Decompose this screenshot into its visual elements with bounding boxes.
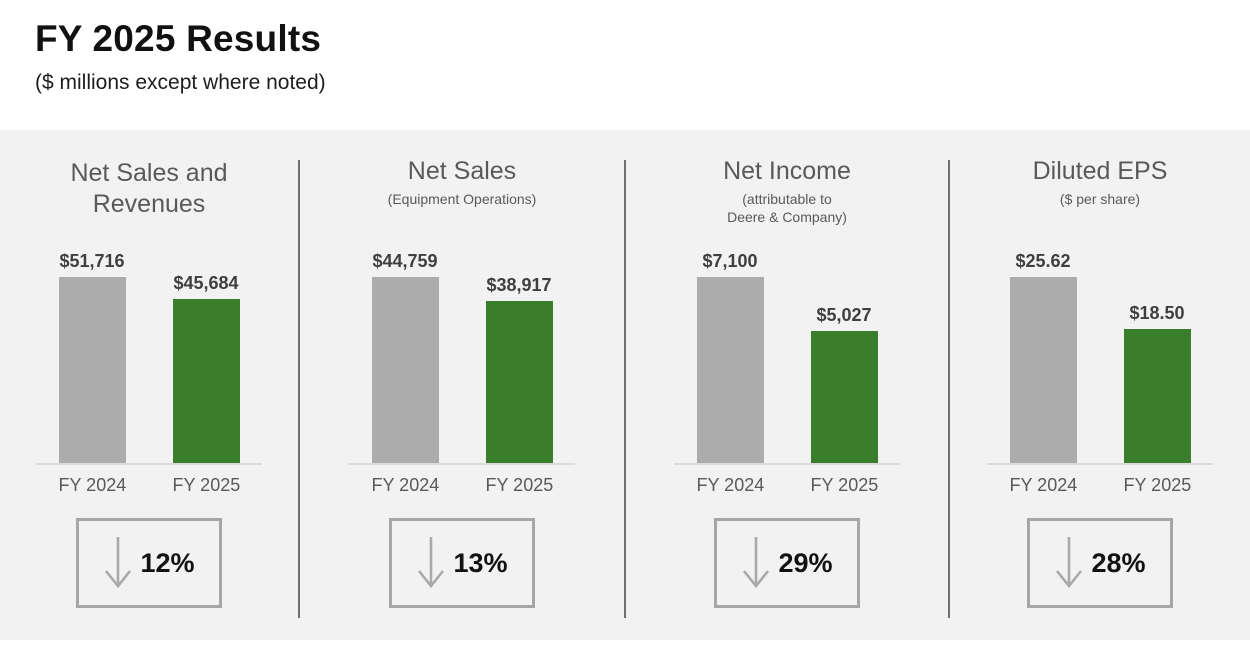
bar-value-label: $51,716 [59, 251, 125, 271]
bar-group-fy2025: $5,027 [810, 305, 878, 463]
panel-title: Diluted EPS [1032, 157, 1168, 185]
bar-group-fy2024: $25.62 [1009, 251, 1077, 463]
bar-value-label: $44,759 [372, 251, 438, 271]
x-axis-label-fy2025: FY 2025 [810, 475, 879, 495]
panel-divider [298, 160, 300, 618]
change-percent: 28% [1091, 547, 1146, 578]
fy2025-bar [1123, 329, 1191, 463]
fy2025-bar [810, 331, 878, 463]
bar-chart: $44,759 $38,917 [349, 251, 575, 465]
panel-divider [624, 160, 626, 618]
bar-group-fy2025: $45,684 [172, 273, 240, 463]
panel-title: Net Sales [407, 157, 517, 185]
panel-title: Net Sales and Revenues [70, 159, 228, 218]
x-axis-label-fy2024: FY 2024 [58, 475, 127, 495]
panel-divider [948, 160, 950, 618]
bar-value-label: $25.62 [1015, 251, 1071, 271]
bar-value-label: $5,027 [816, 305, 872, 325]
bar-group-fy2025: $38,917 [485, 275, 553, 463]
change-percent: 29% [778, 547, 833, 578]
panel-subtitle: ($ per share) [1059, 191, 1141, 207]
bar-value-label: $38,917 [486, 275, 552, 295]
slide-header: FY 2025 Results ($ millions except where… [0, 0, 1250, 95]
bar-group-fy2025: $18.50 [1123, 303, 1191, 463]
change-indicator-box: 28% [1027, 518, 1173, 608]
panel-subtitle: (Equipment Operations) [387, 191, 537, 207]
x-axis-label-fy2024: FY 2024 [371, 475, 440, 495]
panel-net-sales: Net Sales (Equipment Operations) $44,759… [300, 130, 624, 640]
x-axis-labels: FY 2024 FY 2025 [36, 475, 262, 496]
change-indicator-box: 29% [714, 518, 860, 608]
panel-title: Net Income [723, 157, 851, 185]
x-axis-label-fy2024: FY 2024 [1009, 475, 1078, 495]
x-axis-label-fy2024: FY 2024 [696, 475, 765, 495]
bar-group-fy2024: $7,100 [696, 251, 764, 463]
fy2024-bar [371, 277, 439, 463]
bar-chart: $25.62 $18.50 [987, 251, 1213, 465]
down-arrow-icon [418, 537, 445, 589]
change-percent: 12% [140, 547, 195, 578]
x-axis-labels: FY 2024 FY 2025 [674, 475, 900, 496]
change-indicator-box: 13% [389, 518, 535, 608]
bar-value-label: $18.50 [1129, 303, 1185, 323]
x-axis-label-fy2025: FY 2025 [1123, 475, 1192, 495]
x-axis-label-fy2025: FY 2025 [172, 475, 241, 495]
page-subtitle: ($ millions except where noted) [35, 71, 326, 94]
x-axis-label-fy2025: FY 2025 [485, 475, 554, 495]
panel-net-income: Net Income (attributable to Deere & Comp… [626, 130, 948, 640]
bar-chart: $7,100 $5,027 [674, 251, 900, 465]
bar-value-label: $7,100 [702, 251, 758, 271]
fy2024-bar [1009, 277, 1077, 463]
bar-group-fy2024: $51,716 [58, 251, 126, 463]
bar-chart: $51,716 $45,684 [36, 251, 262, 465]
fy2025-bar [172, 299, 240, 463]
panel-diluted-eps: Diluted EPS ($ per share) $25.62 $18.50 … [950, 130, 1250, 640]
bar-group-fy2024: $44,759 [371, 251, 439, 463]
down-arrow-icon [1056, 537, 1083, 589]
page-title: FY 2025 Results [35, 18, 322, 59]
x-axis-labels: FY 2024 FY 2025 [987, 475, 1213, 496]
bar-value-label: $45,684 [173, 273, 239, 293]
panel-net-sales-and-revenues: Net Sales and Revenues $51,716 $45,684 F… [0, 130, 298, 640]
fy2025-bar [485, 301, 553, 463]
fy2024-bar [696, 277, 764, 463]
down-arrow-icon [743, 537, 770, 589]
fy2024-bar [58, 277, 126, 463]
panel-subtitle: (attributable to Deere & Company) [727, 191, 847, 225]
x-axis-labels: FY 2024 FY 2025 [349, 475, 575, 496]
change-indicator-box: 12% [76, 518, 222, 608]
down-arrow-icon [105, 537, 132, 589]
charts-band: Net Sales and Revenues $51,716 $45,684 F… [0, 130, 1250, 640]
change-percent: 13% [453, 547, 508, 578]
